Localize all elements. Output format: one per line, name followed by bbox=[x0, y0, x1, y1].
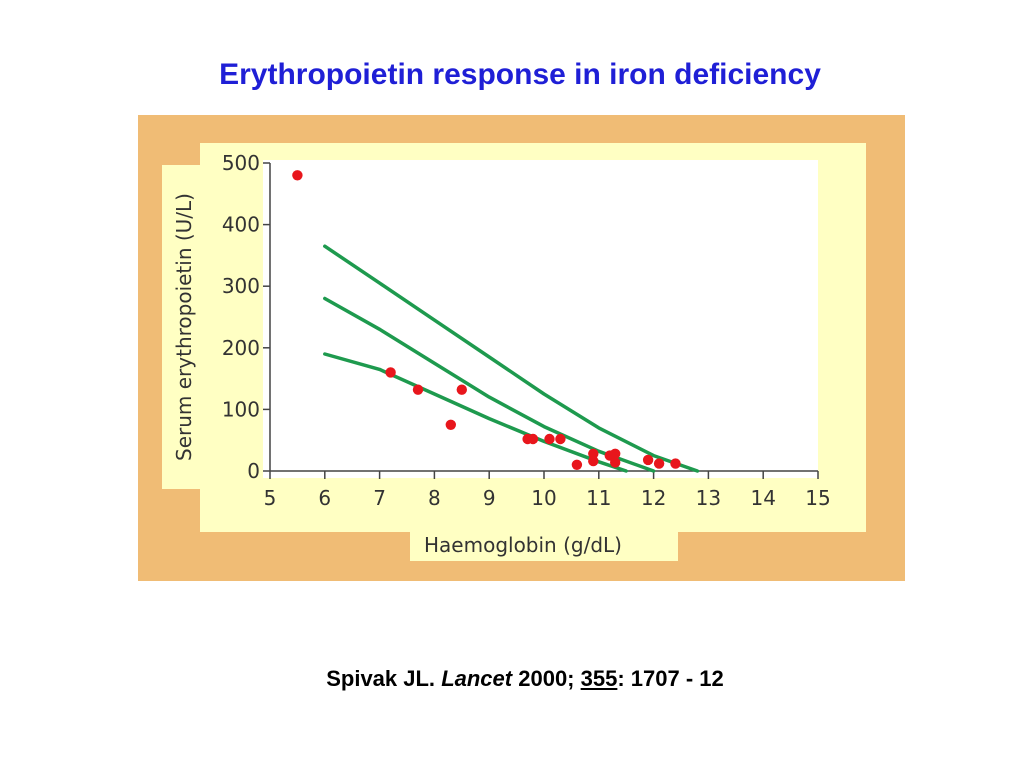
data-point bbox=[610, 448, 621, 459]
y-axis-label: Serum erythropoietin (U/L) bbox=[172, 193, 196, 461]
y-tick-label: 100 bbox=[222, 397, 260, 421]
data-point bbox=[610, 457, 621, 468]
citation-author: Spivak JL. bbox=[326, 666, 436, 691]
data-point bbox=[456, 384, 467, 395]
y-axis-label-panel bbox=[162, 165, 202, 489]
citation-volume: 355 bbox=[580, 666, 618, 691]
reference-curve bbox=[323, 296, 656, 473]
data-point bbox=[653, 458, 665, 469]
x-tick-label: 9 bbox=[483, 486, 496, 510]
y-tick-label: 400 bbox=[222, 213, 260, 237]
citation-year: 2000; bbox=[518, 666, 575, 691]
reference-curve bbox=[323, 244, 700, 473]
reference-curve bbox=[323, 352, 628, 473]
data-point bbox=[527, 433, 539, 445]
data-point bbox=[385, 367, 396, 378]
y-tick-label: 0 bbox=[247, 459, 260, 483]
citation-journal: Lancet bbox=[441, 666, 513, 691]
x-tick-label: 13 bbox=[696, 486, 721, 510]
x-tick-label: 12 bbox=[641, 486, 666, 510]
data-points bbox=[292, 170, 681, 470]
data-point bbox=[445, 419, 456, 430]
y-tick-label: 500 bbox=[222, 151, 260, 175]
citation: Spivak JL. Lancet 2000; 355: 1707 - 12 bbox=[0, 666, 1024, 692]
data-point bbox=[571, 459, 583, 470]
figure-frame: 5 6 7 8 9 10 11 12 13 14 15 0 100 200 300 400 500 Serum … bbox=[138, 115, 905, 581]
data-point bbox=[588, 448, 599, 459]
x-tick-label: 7 bbox=[373, 486, 386, 510]
y-tick-label: 300 bbox=[222, 274, 260, 298]
data-point bbox=[670, 458, 681, 469]
data-point bbox=[412, 384, 424, 395]
data-point bbox=[292, 170, 303, 181]
x-tick-label: 8 bbox=[428, 486, 441, 510]
chart: 5 6 7 8 9 10 11 12 13 14 15 0 100 200 300 400 500 Serum … bbox=[162, 143, 866, 561]
x-tick-label: 14 bbox=[750, 486, 775, 510]
x-tick-label: 10 bbox=[531, 486, 556, 510]
data-point bbox=[555, 433, 566, 445]
reference-curves bbox=[323, 244, 700, 473]
data-point bbox=[588, 455, 599, 467]
x-axis-label: Haemoglobin (g/dL) bbox=[424, 533, 622, 557]
x-axis-label-panel bbox=[410, 531, 678, 561]
x-tick-label: 5 bbox=[264, 486, 277, 510]
x-tick-label: 11 bbox=[586, 486, 611, 510]
data-point bbox=[544, 433, 555, 445]
data-point bbox=[642, 454, 654, 466]
y-tick-label: 200 bbox=[222, 336, 260, 360]
slide-title: Erythropoietin response in iron deficien… bbox=[219, 58, 821, 91]
x-tick-label: 15 bbox=[805, 486, 830, 510]
axes: 5 6 7 8 9 10 11 12 13 14 15 0 100 200 300 400 500 bbox=[222, 151, 831, 510]
plot-area bbox=[263, 160, 818, 478]
citation-pages: : 1707 - 12 bbox=[617, 666, 724, 691]
x-tick-label: 6 bbox=[318, 486, 331, 510]
